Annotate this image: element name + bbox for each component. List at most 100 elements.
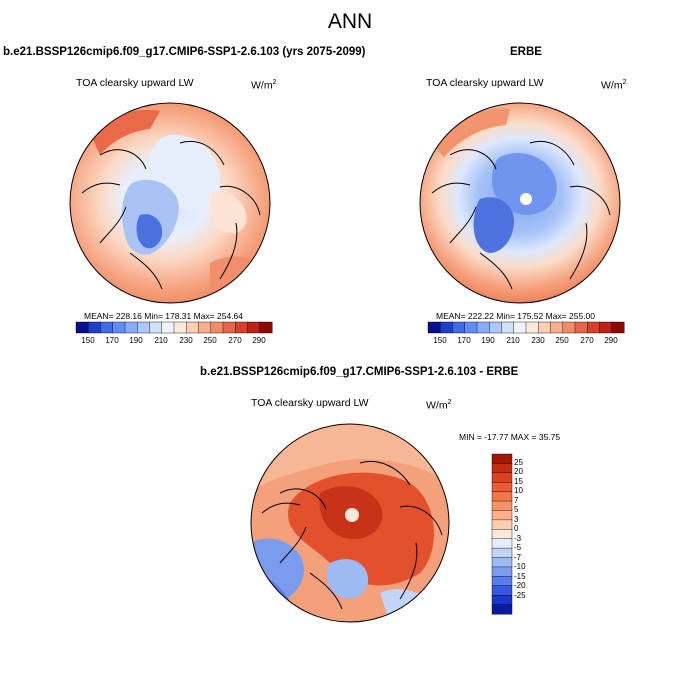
model-coastlines bbox=[81, 141, 261, 290]
obs-colorbar-tick: 150 bbox=[433, 336, 447, 345]
colorbar-swatch bbox=[491, 538, 513, 549]
model-map-border bbox=[69, 102, 271, 304]
colorbar-swatch bbox=[247, 321, 261, 334]
obs-colorbar-tick: 250 bbox=[555, 336, 569, 345]
colorbar-swatch bbox=[235, 321, 249, 334]
model-stats: MEAN= 228.16 Min= 178.31 Max= 254.64 bbox=[84, 311, 244, 321]
obs-colorbar-ticks: 150 170 190 210 230 250 270 290 bbox=[428, 336, 624, 348]
obs-colorbar-tick: 210 bbox=[506, 336, 520, 345]
diff-colorbar-tick: 15 bbox=[514, 477, 523, 486]
colorbar-swatch bbox=[464, 321, 478, 334]
diff-colorbar-tick: 25 bbox=[514, 458, 523, 467]
model-colorbar-tick: 170 bbox=[105, 336, 119, 345]
obs-panel-title: ERBE bbox=[510, 46, 542, 58]
model-panel-title: b.e21.BSSP126cmip6.f09_g17.CMIP6-SSP1-2.… bbox=[3, 46, 366, 58]
diff-cool-south bbox=[380, 589, 440, 622]
diff-colorbar-tick: 3 bbox=[514, 515, 519, 524]
colorbar-swatch bbox=[452, 321, 466, 334]
model-colorbar-tick: 250 bbox=[203, 336, 217, 345]
colorbar-swatch bbox=[491, 547, 513, 559]
colorbar-swatch bbox=[222, 321, 236, 334]
diff-north-band bbox=[251, 424, 449, 493]
colorbar-swatch bbox=[198, 321, 212, 334]
diff-colorbar-tick: 0 bbox=[514, 524, 519, 533]
obs-polar-map bbox=[419, 102, 621, 304]
colorbar-swatch bbox=[491, 519, 513, 530]
colorbar-swatch bbox=[491, 510, 513, 521]
obs-variable-label: TOA clearsky upward LW bbox=[426, 77, 544, 89]
colorbar-swatch bbox=[491, 500, 513, 511]
colorbar-swatch bbox=[491, 482, 513, 493]
colorbar-swatch bbox=[513, 321, 527, 334]
obs-pole-gap bbox=[520, 193, 532, 205]
colorbar-swatch bbox=[161, 321, 175, 334]
diff-colorbar-tick: -7 bbox=[514, 553, 522, 562]
obs-map-border bbox=[419, 102, 621, 304]
colorbar-swatch bbox=[491, 576, 513, 587]
colorbar-swatch bbox=[489, 321, 503, 334]
obs-greenland-region bbox=[473, 197, 514, 253]
colorbar-swatch bbox=[427, 321, 441, 334]
colorbar-swatch bbox=[491, 557, 513, 568]
diff-colorbar-tick: 20 bbox=[514, 467, 523, 476]
diff-polar-map bbox=[250, 423, 450, 623]
obs-colorbar-tick: 290 bbox=[604, 336, 618, 345]
diff-colorbar-tick: -25 bbox=[514, 591, 526, 600]
model-colorbar bbox=[75, 321, 273, 334]
colorbar-swatch bbox=[88, 321, 102, 334]
model-colorbar-tick: 290 bbox=[252, 336, 266, 345]
diff-cool-europe bbox=[326, 559, 369, 599]
colorbar-swatch bbox=[491, 594, 513, 606]
colorbar-swatch bbox=[574, 321, 588, 334]
obs-colorbar-tick: 170 bbox=[457, 336, 471, 345]
colorbar-swatch bbox=[491, 472, 513, 483]
diff-colorbar-tick: 7 bbox=[514, 496, 519, 505]
obs-pacific-warm bbox=[430, 108, 510, 157]
diff-colorbar-ticks: 25 20 15 10 7 5 3 0 -3 -5 -7 -10 -15 -20… bbox=[514, 454, 544, 614]
colorbar-swatch bbox=[491, 453, 513, 464]
colorbar-swatch bbox=[259, 321, 273, 334]
model-europe-warm bbox=[210, 256, 270, 303]
diff-units: W/m2 bbox=[426, 399, 452, 412]
diff-colorbar bbox=[491, 453, 513, 615]
diff-colorbar-tick: -5 bbox=[514, 543, 522, 552]
colorbar-swatch bbox=[100, 321, 114, 334]
colorbar-swatch bbox=[476, 321, 490, 334]
model-colorbar-tick: 190 bbox=[129, 336, 143, 345]
colorbar-swatch bbox=[149, 321, 163, 334]
model-colorbar-tick: 150 bbox=[81, 336, 95, 345]
diff-variable-label: TOA clearsky upward LW bbox=[251, 397, 369, 409]
model-colorbar-tick: 210 bbox=[154, 336, 168, 345]
diff-colorbar-tick: -3 bbox=[514, 534, 522, 543]
colorbar-swatch bbox=[137, 321, 151, 334]
colorbar-swatch bbox=[491, 491, 513, 502]
colorbar-swatch bbox=[599, 321, 613, 334]
model-colorbar-tick: 270 bbox=[228, 336, 242, 345]
diff-colorbar-tick: -15 bbox=[514, 572, 526, 581]
colorbar-swatch bbox=[186, 321, 200, 334]
obs-units: W/m2 bbox=[601, 79, 627, 92]
colorbar-swatch bbox=[173, 321, 187, 334]
colorbar-swatch bbox=[550, 321, 564, 334]
colorbar-swatch bbox=[75, 321, 89, 334]
model-polar-map bbox=[69, 102, 271, 304]
colorbar-swatch bbox=[501, 321, 515, 334]
obs-colorbar-tick: 270 bbox=[580, 336, 594, 345]
obs-colorbar-tick: 230 bbox=[531, 336, 545, 345]
colorbar-swatch bbox=[491, 529, 513, 540]
colorbar-swatch bbox=[440, 321, 454, 334]
diff-colorbar-tick: -10 bbox=[514, 562, 526, 571]
page-title: ANN bbox=[327, 10, 373, 33]
colorbar-swatch bbox=[491, 566, 513, 577]
obs-coastlines bbox=[431, 141, 611, 290]
colorbar-swatch bbox=[611, 321, 625, 334]
model-siberia-region bbox=[210, 192, 247, 234]
diff-coastlines bbox=[261, 461, 443, 610]
model-units: W/m2 bbox=[251, 79, 277, 92]
diff-pole-gap bbox=[345, 508, 359, 522]
model-greenland-core bbox=[136, 214, 163, 249]
colorbar-swatch bbox=[587, 321, 601, 334]
colorbar-swatch bbox=[491, 604, 513, 615]
diff-map-border bbox=[250, 423, 450, 623]
diff-colorbar-tick: 5 bbox=[514, 505, 519, 514]
